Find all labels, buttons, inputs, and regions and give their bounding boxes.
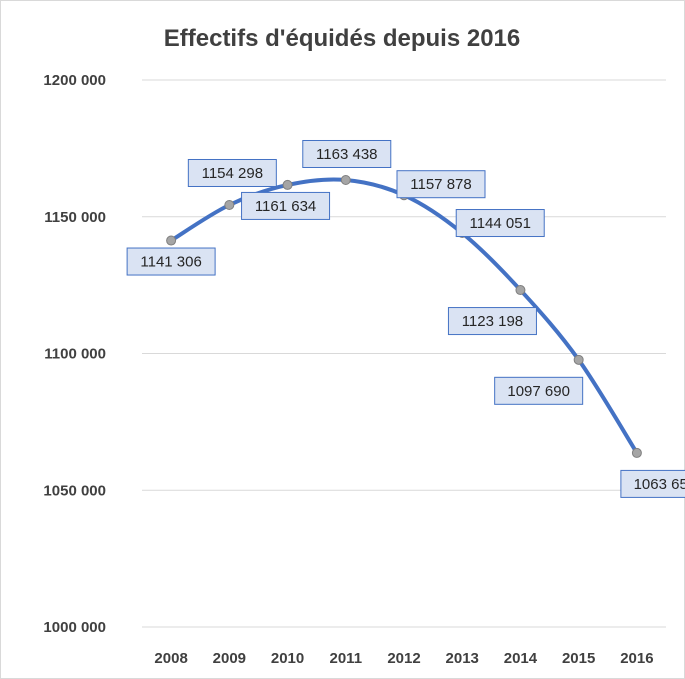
data-point (631, 447, 642, 458)
data-label: 1141 306 (126, 247, 216, 276)
data-point (166, 235, 177, 246)
data-label-box (455, 209, 545, 238)
data-label-box (620, 469, 685, 498)
x-tick-label: 2012 (387, 650, 420, 667)
x-tick-label: 2009 (213, 650, 246, 667)
data-label-text: 1123 198 (462, 313, 523, 330)
data-label-text: 1157 878 (410, 176, 471, 193)
y-tick-label: 1000 000 (43, 619, 106, 636)
x-tick-label: 2008 (154, 650, 187, 667)
data-labels: 1141 306 1154 298 1161 634 1163 438 1157 878… (126, 139, 685, 498)
data-label-text: 1154 298 (202, 165, 263, 182)
data-label-text: 1144 051 (469, 215, 530, 232)
y-tick-label: 1150 000 (44, 209, 106, 226)
data-label-box (494, 376, 584, 405)
data-label: 1097 690 (494, 376, 584, 405)
data-label: 1154 298 (187, 158, 277, 187)
data-label: 1123 198 (447, 307, 537, 336)
data-label-text: 1097 690 (507, 383, 570, 400)
y-tick-label: 1050 000 (43, 482, 106, 499)
x-tick-label: 2010 (271, 650, 304, 667)
x-tick-label: 2014 (504, 650, 538, 667)
data-point (573, 354, 584, 365)
data-point (515, 285, 526, 296)
data-label-text: 1163 438 (316, 146, 377, 163)
data-label-text: 1063 654 (634, 476, 685, 493)
chart-title: Effectifs d'équidés depuis 2016 (164, 25, 520, 52)
data-point (282, 179, 293, 190)
x-axis-tick-labels: 2008 2009 2010 2011 2012 2013 2014 2015 2016 (154, 650, 653, 667)
x-tick-label: 2011 (330, 650, 363, 667)
y-axis-tick-labels: 1000 000 1050 000 1100 000 1150 000 1200 000 (43, 72, 106, 636)
data-point (224, 199, 235, 210)
data-label-box (396, 170, 486, 199)
data-label-text: 1161 634 (255, 198, 316, 215)
x-tick-label: 2015 (562, 650, 595, 667)
data-label-box (126, 247, 216, 276)
data-label-box (241, 191, 331, 220)
x-tick-label: 2013 (446, 650, 479, 667)
y-tick-label: 1100 000 (44, 346, 106, 363)
gridlines (142, 79, 666, 628)
data-label-text: 1141 306 (140, 254, 201, 271)
data-label-box (447, 307, 537, 336)
data-label-box (187, 158, 277, 187)
data-label: 1161 634 (241, 191, 331, 220)
data-point (340, 174, 351, 185)
data-markers (166, 174, 642, 458)
data-label: 1157 878 (396, 170, 486, 199)
y-tick-label: 1200 000 (43, 72, 106, 89)
data-label: 1163 438 (302, 139, 392, 168)
x-tick-label: 2016 (620, 650, 653, 667)
data-label: 1063 654 (620, 469, 685, 498)
data-label: 1144 051 (455, 209, 545, 238)
data-label-box (302, 139, 392, 168)
series-line (169, 177, 639, 455)
